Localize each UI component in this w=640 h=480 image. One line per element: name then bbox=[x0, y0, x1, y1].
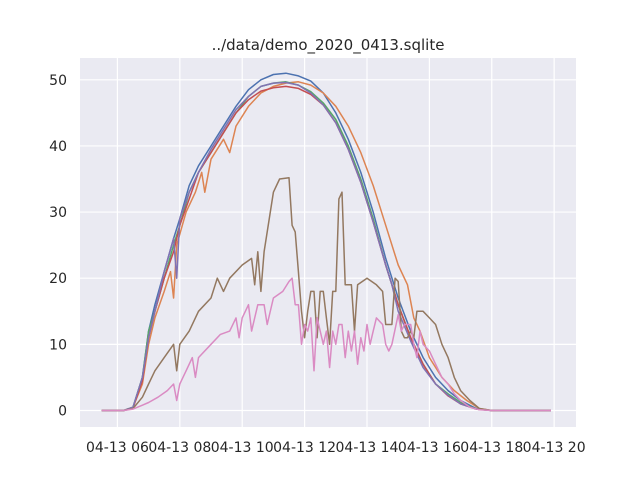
plot-area bbox=[80, 58, 576, 427]
chart-title: ../data/demo_2020_0413.sqlite bbox=[212, 36, 445, 55]
x-axis: 04-13 06 04-13 08 04-13 10 04-13 12 04-13 14… bbox=[86, 440, 586, 456]
x-tick-label: 04-13 12 bbox=[273, 440, 336, 456]
series-line-5 bbox=[101, 81, 551, 412]
x-tick-label: 04-13 20 bbox=[523, 440, 586, 456]
x-tick-label: 04-13 08 bbox=[148, 440, 211, 456]
grid-lines bbox=[80, 58, 576, 427]
x-tick-label: 04-13 16 bbox=[398, 440, 461, 456]
series-line-6 bbox=[101, 176, 551, 412]
x-tick-label: 04-13 18 bbox=[460, 440, 523, 456]
series-line-2 bbox=[101, 81, 551, 412]
series-layer bbox=[101, 72, 551, 412]
y-tick-label: 30 bbox=[49, 205, 67, 221]
x-tick-label: 04-13 14 bbox=[336, 440, 399, 456]
y-tick-label: 40 bbox=[49, 139, 67, 155]
x-tick-label: 04-13 10 bbox=[211, 440, 274, 456]
y-tick-label: 10 bbox=[49, 337, 67, 353]
y-tick-label: 20 bbox=[49, 271, 67, 287]
y-axis: 0 10 20 30 40 50 bbox=[49, 73, 67, 420]
y-tick-label: 0 bbox=[58, 403, 67, 419]
y-tick-label: 50 bbox=[49, 73, 67, 89]
x-tick-label: 04-13 06 bbox=[86, 440, 149, 456]
series-line-7 bbox=[101, 277, 551, 412]
